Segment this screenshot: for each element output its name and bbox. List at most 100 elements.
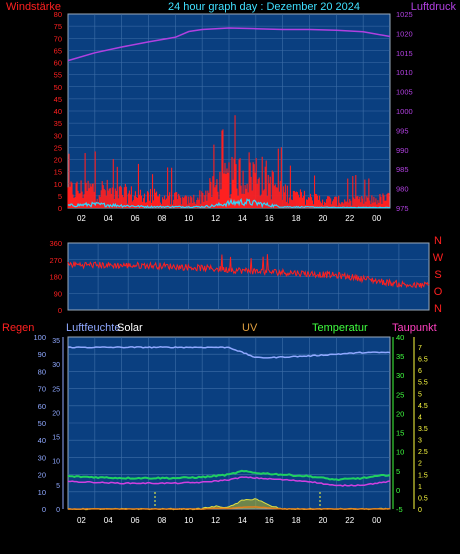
wind-tick-label: 55 — [54, 71, 62, 80]
time-tick-label: 02 — [77, 214, 86, 223]
time-tick-label: 16 — [265, 214, 274, 223]
uv-tick-label: 4.5 — [418, 403, 428, 410]
pressure-axis-ticks: 1025 1020 1015 1010 1005 1000 995 990 985 980 975 — [396, 10, 413, 213]
wind-tick-label: 45 — [54, 95, 62, 104]
solar-title: Solar — [117, 322, 143, 334]
temperature-title: Temperatur — [312, 322, 368, 334]
wind-axis-title: Windstärke — [6, 1, 61, 13]
pressure-tick-label: 985 — [396, 165, 409, 174]
time-tick-label: 04 — [104, 516, 113, 525]
temperature-tick-label: 5 — [396, 467, 400, 476]
temperature-tick-label: 35 — [396, 352, 404, 361]
uv-tick-label: 3.5 — [418, 426, 428, 433]
gust-series — [67, 197, 391, 209]
direction-tick-label: 90 — [54, 289, 62, 298]
temperature-tick-label: 30 — [396, 371, 404, 380]
rain-title: Regen — [2, 322, 34, 334]
uv-tick-label: 0.5 — [418, 495, 428, 502]
wind-tick-label: 40 — [54, 107, 62, 116]
temperature-line — [67, 469, 391, 482]
chart-title: 24 hour graph day : Dezember 20 2024 — [168, 1, 360, 13]
uv-tick-label: 1 — [418, 484, 422, 491]
humidity-line — [67, 346, 391, 359]
wind-tick-label: 35 — [54, 119, 62, 128]
time-tick-label: 20 — [318, 516, 327, 525]
pressure-line — [67, 27, 391, 62]
wind-time-ticks: 02 04 06 08 10 12 14 16 18 20 22 00 — [77, 214, 382, 223]
pressure-tick-label: 1025 — [396, 10, 413, 19]
time-tick-label: 08 — [157, 214, 166, 223]
percent-tick-label: 80 — [38, 367, 46, 376]
wind-tick-label: 10 — [54, 180, 62, 189]
pressure-tick-label: 1005 — [396, 88, 413, 97]
uv-tick-label: 5 — [418, 391, 422, 398]
humidity-title: Luftfeuchte — [66, 322, 120, 334]
humidity-tick-label: 20 — [52, 410, 60, 417]
wind-pressure-grid — [68, 14, 390, 208]
uv-tick-label: 2.5 — [418, 449, 428, 456]
temperature-axis-ticks: 40 35 30 25 20 15 10 5 0 -5 — [396, 333, 404, 514]
uv-title: UV — [242, 322, 258, 334]
time-tick-label: 18 — [292, 214, 301, 223]
time-tick-label: 04 — [104, 214, 113, 223]
pressure-tick-label: 1000 — [396, 107, 413, 116]
pressure-tick-label: 1010 — [396, 68, 413, 77]
percent-tick-label: 30 — [38, 453, 46, 462]
time-tick-label: 22 — [345, 214, 354, 223]
pressure-tick-label: 975 — [396, 204, 409, 213]
percent-tick-label: 50 — [38, 419, 46, 428]
wind-tick-label: 30 — [54, 131, 62, 140]
humidity-tick-label: 0 — [56, 507, 60, 514]
wind-tick-label: 75 — [54, 22, 62, 31]
direction-series — [67, 254, 430, 289]
time-tick-label: 12 — [211, 516, 220, 525]
compass-letter: O — [434, 286, 443, 298]
percent-tick-label: 100 — [33, 333, 46, 342]
compass-letter: S — [434, 269, 441, 281]
time-tick-label: 14 — [238, 516, 247, 525]
wind-tick-label: 65 — [54, 46, 62, 55]
temperature-tick-label: 10 — [396, 448, 404, 457]
pressure-tick-label: 980 — [396, 185, 409, 194]
pressure-tick-label: 1015 — [396, 49, 413, 58]
compass-letter: N — [434, 303, 442, 315]
humidity-tick-label: 25 — [52, 386, 60, 393]
uv-tick-label: 0 — [418, 507, 422, 514]
dewpoint-title: Taupunkt — [392, 322, 437, 334]
gust-line — [67, 197, 391, 209]
time-tick-label: 14 — [238, 214, 247, 223]
direction-tick-label: 270 — [49, 256, 62, 265]
time-tick-label: 16 — [265, 516, 274, 525]
wind-tick-label: 20 — [54, 156, 62, 165]
direction-grid — [68, 243, 429, 310]
wind-tick-label: 50 — [54, 83, 62, 92]
wind-tick-label: 15 — [54, 168, 62, 177]
uv-tick-label: 6 — [418, 368, 422, 375]
wind-tick-label: 60 — [54, 59, 62, 68]
humidity-tick-label: 15 — [52, 435, 60, 442]
temperature-tick-label: 40 — [396, 333, 404, 342]
climate-time-ticks: 02 04 06 08 10 12 14 16 18 20 22 00 — [77, 516, 382, 525]
humidity-tick-label: 5 — [56, 483, 60, 490]
uv-tick-label: 1.5 — [418, 472, 428, 479]
uv-tick-label: 2 — [418, 461, 422, 468]
compass-letter: W — [433, 252, 444, 264]
time-tick-label: 00 — [372, 214, 381, 223]
time-tick-label: 12 — [211, 214, 220, 223]
time-tick-label: 18 — [292, 516, 301, 525]
time-tick-label: 02 — [77, 516, 86, 525]
direction-axis-ticks: 360 270 180 90 0 — [49, 239, 62, 315]
time-tick-label: 10 — [184, 516, 193, 525]
percent-tick-label: 0 — [42, 505, 46, 514]
uv-tick-label: 6.5 — [418, 357, 428, 364]
humidity-tick-label: 10 — [52, 459, 60, 466]
humidity-tick-label: 30 — [52, 362, 60, 369]
humidity-axis-ticks: 35 30 25 20 15 10 5 0 — [52, 338, 60, 514]
percent-tick-label: 70 — [38, 385, 46, 394]
temperature-tick-label: 20 — [396, 409, 404, 418]
uv-tick-label: 3 — [418, 438, 422, 445]
pressure-tick-label: 990 — [396, 146, 409, 155]
percent-tick-label: 90 — [38, 350, 46, 359]
